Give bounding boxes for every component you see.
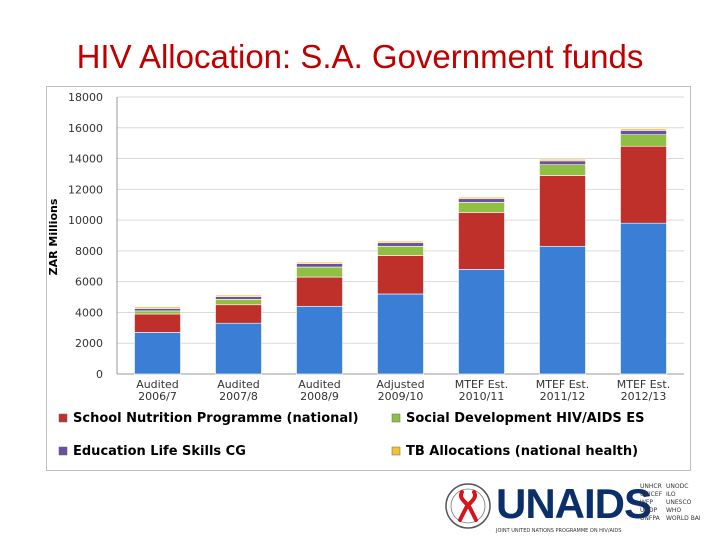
- legend-label: Education Life Skills CG: [73, 444, 246, 459]
- x-tick-label: 2008/9: [300, 390, 339, 403]
- legend-label: School Nutrition Programme (national): [73, 411, 359, 426]
- bar-segment: [458, 198, 505, 203]
- bar-segment: [296, 266, 343, 278]
- logo-partner-name: UNESCO: [666, 499, 692, 506]
- bar-segment: [620, 134, 667, 147]
- x-tick-label: 2006/7: [138, 390, 177, 403]
- legend-swatch: [391, 413, 401, 423]
- bar-segment: [215, 322, 262, 375]
- bar-segment: [215, 294, 262, 297]
- y-tick-label: 4000: [75, 306, 103, 319]
- logo-partner-name: UNICEF: [640, 491, 663, 498]
- logo-tagline: JOINT UNITED NATIONS PROGRAMME ON HIV/AI…: [495, 528, 621, 534]
- bar-segment: [296, 261, 343, 264]
- logo-partner-name: UNODC: [666, 483, 688, 490]
- logo-partner-name: UNHCR: [640, 483, 662, 490]
- bar-segment: [458, 196, 505, 200]
- y-axis: 0 2000 4000 6000 8000 10000 12000 14000 16000 180…: [68, 91, 684, 381]
- y-tick-label: 12000: [68, 183, 103, 196]
- bar-segment: [458, 212, 505, 270]
- x-tick-label: MTEF Est.: [617, 378, 670, 391]
- bars: [134, 128, 667, 375]
- x-tick-label: MTEF Est.: [455, 378, 508, 391]
- y-tick-label: 16000: [68, 122, 103, 135]
- legend: School Nutrition Programme (national) Soc…: [58, 411, 645, 459]
- bar-segment: [458, 202, 505, 213]
- bar-segment: [458, 269, 505, 375]
- x-tick-label: 2011/12: [540, 390, 586, 403]
- bar-segment: [296, 305, 343, 375]
- y-tick-label: 0: [96, 368, 103, 381]
- bar-segment: [539, 175, 586, 247]
- logo-partner-name: UNDP: [640, 507, 658, 514]
- legend-swatch: [391, 446, 401, 456]
- bar-segment: [377, 255, 424, 295]
- y-tick-label: 6000: [75, 276, 103, 289]
- bar-segment: [620, 130, 667, 136]
- x-tick-label: 2009/10: [378, 390, 424, 403]
- stacked-bar-chart: 0 2000 4000 6000 8000 10000 12000 14000 16000 180…: [47, 91, 684, 459]
- x-axis: Audited2006/7Audited2007/8Audited2008/9A…: [136, 378, 670, 403]
- logo-partner-name: ILO: [666, 491, 676, 498]
- bar-segment: [377, 242, 424, 247]
- x-tick-label: Adjusted: [376, 378, 424, 391]
- y-tick-label: 10000: [68, 214, 103, 227]
- logo-partner-name: WHO: [666, 507, 681, 514]
- bar-segment: [296, 263, 343, 268]
- x-tick-label: Audited: [298, 378, 341, 391]
- bar-segment: [134, 308, 181, 312]
- legend-swatch: [58, 446, 68, 456]
- bar-segment: [377, 293, 424, 375]
- x-tick-label: 2012/13: [621, 390, 667, 403]
- bar-segment: [134, 310, 181, 315]
- bar-segment: [539, 245, 586, 375]
- bar-segment: [134, 313, 181, 333]
- y-tick-label: 8000: [75, 245, 103, 258]
- x-tick-label: Audited: [217, 378, 260, 391]
- bar-segment: [134, 306, 181, 309]
- logo-wordmark: UNAIDS: [496, 480, 651, 527]
- bar-segment: [377, 240, 424, 244]
- x-tick-label: MTEF Est.: [536, 378, 589, 391]
- bar-segment: [134, 332, 181, 375]
- bar-segment: [377, 245, 424, 256]
- bar-segment: [620, 145, 667, 224]
- bar-segment: [296, 276, 343, 307]
- y-tick-label: 18000: [68, 91, 103, 104]
- logo-partner-name: WFP: [640, 499, 653, 506]
- bar-segment: [539, 159, 586, 162]
- chart-frame: 0 2000 4000 6000 8000 10000 12000 14000 16000 180…: [46, 86, 691, 471]
- legend-label: Social Development HIV/AIDS ES: [406, 411, 645, 426]
- bar-segment: [215, 296, 262, 300]
- legend-swatch: [58, 413, 68, 423]
- bar-segment: [620, 222, 667, 375]
- ribbon-emblem-icon: [445, 483, 491, 529]
- bar-segment: [215, 304, 262, 324]
- y-tick-label: 14000: [68, 153, 103, 166]
- bar-segment: [539, 160, 586, 166]
- bar-segment: [215, 299, 262, 306]
- y-axis-label: ZAR Millions: [47, 198, 60, 275]
- x-tick-label: Audited: [136, 378, 179, 391]
- slide-title: HIV Allocation: S.A. Government funds: [76, 38, 644, 75]
- bar-segment: [539, 164, 586, 176]
- x-tick-label: 2010/11: [459, 390, 505, 403]
- logo-partner-name: UNFPA: [640, 515, 661, 522]
- bar-segment: [620, 128, 667, 131]
- y-tick-label: 2000: [75, 337, 103, 350]
- x-tick-label: 2007/8: [219, 390, 258, 403]
- legend-label: TB Allocations (national health): [406, 444, 638, 459]
- logo-partner-name: WORLD BANK: [666, 515, 700, 522]
